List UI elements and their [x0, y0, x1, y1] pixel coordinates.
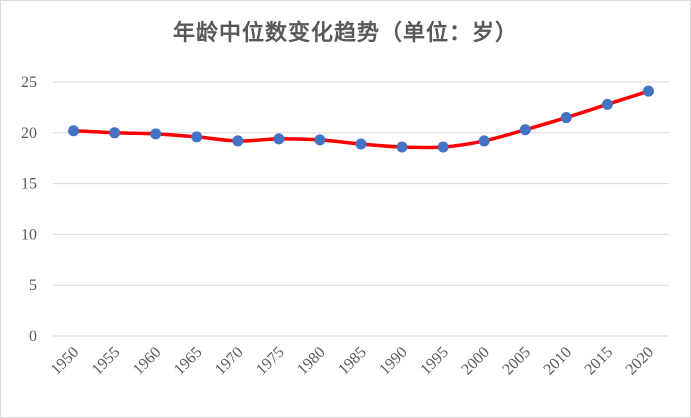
x-tick-label: 2015: [582, 344, 617, 379]
data-point: [519, 124, 531, 136]
data-markers: [68, 85, 654, 153]
y-tick-label: 10: [21, 226, 37, 243]
data-point: [642, 85, 654, 97]
gridlines: [53, 81, 669, 337]
data-point: [314, 134, 326, 146]
data-point: [437, 141, 449, 153]
y-tick-label: 5: [29, 277, 37, 294]
data-point: [560, 112, 572, 124]
x-tick-label: 1985: [335, 344, 370, 379]
x-tick-label: 1975: [253, 344, 288, 379]
x-tick-label: 1990: [376, 344, 411, 379]
x-tick-label: 2020: [623, 344, 658, 379]
y-tick-labels: 0 5 10 15 20 25: [21, 74, 37, 345]
data-point: [232, 135, 244, 147]
data-point: [355, 138, 367, 150]
x-tick-label: 2010: [541, 344, 576, 379]
y-tick-label: 15: [21, 176, 37, 193]
data-point: [478, 135, 490, 147]
x-tick-label: 1950: [48, 344, 83, 379]
data-point: [109, 127, 121, 139]
x-tick-label: 1980: [294, 344, 329, 379]
chart-title: 年龄中位数变化趋势（单位：岁）: [172, 20, 518, 46]
data-point: [150, 128, 162, 140]
data-point: [273, 133, 285, 145]
x-tick-label: 1970: [212, 344, 247, 379]
data-point: [191, 131, 203, 143]
data-point: [601, 98, 613, 110]
y-tick-label: 25: [21, 74, 37, 91]
x-tick-label: 2000: [458, 344, 493, 379]
data-point: [68, 125, 80, 137]
x-tick-label: 1995: [417, 344, 452, 379]
x-tick-label: 2005: [499, 344, 534, 379]
y-tick-label: 20: [21, 125, 37, 142]
x-tick-label: 1960: [130, 344, 165, 379]
x-tick-label: 1965: [171, 344, 206, 379]
x-tick-labels: 1950 1955 1960 1965 1970 1975 1980 1985 1990 1995…: [48, 344, 658, 379]
x-tick-label: 1955: [89, 344, 124, 379]
data-point: [396, 141, 408, 153]
y-tick-label: 0: [29, 328, 37, 345]
